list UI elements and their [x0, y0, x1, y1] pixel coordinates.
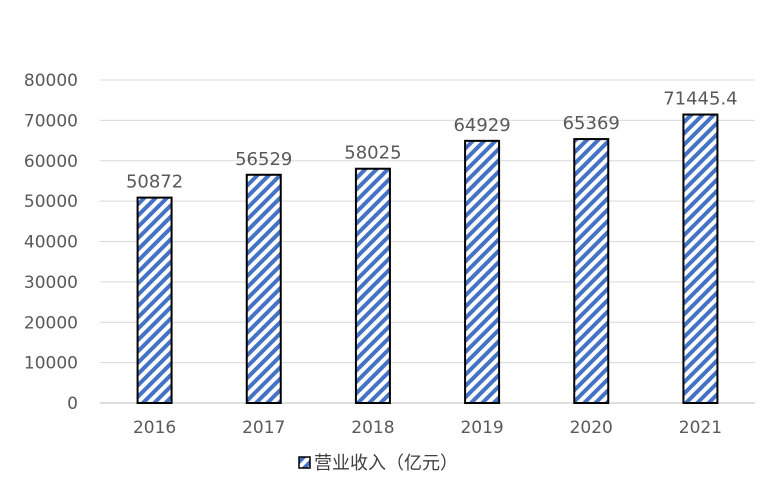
bars	[136, 113, 719, 405]
x-tick-label: 2018	[351, 418, 394, 438]
bar	[245, 173, 282, 404]
bar	[573, 138, 610, 404]
y-tick-label: 50000	[24, 192, 78, 212]
y-tick-label: 10000	[24, 354, 78, 374]
data-labels: 50872 56529 58025 64929 65369 71445.4	[126, 89, 738, 193]
legend-label: 营业收入（亿元）	[314, 453, 458, 474]
x-axis-ticks: 2016 2017 2018 2019 2020 2021	[133, 418, 722, 438]
y-tick-label: 30000	[24, 273, 78, 293]
bar	[136, 196, 173, 404]
data-label: 58025	[344, 143, 401, 164]
data-label: 50872	[126, 172, 183, 193]
y-tick-label: 60000	[24, 152, 78, 172]
data-label: 64929	[453, 115, 510, 136]
gridlines	[100, 79, 755, 404]
x-tick-label: 2021	[679, 418, 722, 438]
bar	[682, 113, 719, 405]
y-tick-label: 0	[67, 394, 78, 414]
bar	[464, 139, 501, 405]
y-tick-label: 20000	[24, 313, 78, 333]
y-tick-label: 40000	[24, 233, 78, 253]
data-label: 56529	[235, 149, 292, 170]
data-label: 65369	[563, 113, 620, 134]
legend-swatch	[298, 456, 311, 469]
y-tick-label: 80000	[24, 71, 78, 91]
y-axis-ticks: 0 10000 20000 30000 40000 50000 60000 70000 8000…	[24, 71, 78, 414]
x-tick-label: 2020	[570, 418, 613, 438]
y-tick-label: 70000	[24, 111, 78, 131]
x-tick-label: 2016	[133, 418, 176, 438]
x-tick-label: 2019	[460, 418, 503, 438]
bar	[354, 167, 391, 404]
data-label: 71445.4	[663, 89, 737, 110]
x-tick-label: 2017	[242, 418, 285, 438]
legend: 营业收入（亿元）	[298, 453, 458, 474]
